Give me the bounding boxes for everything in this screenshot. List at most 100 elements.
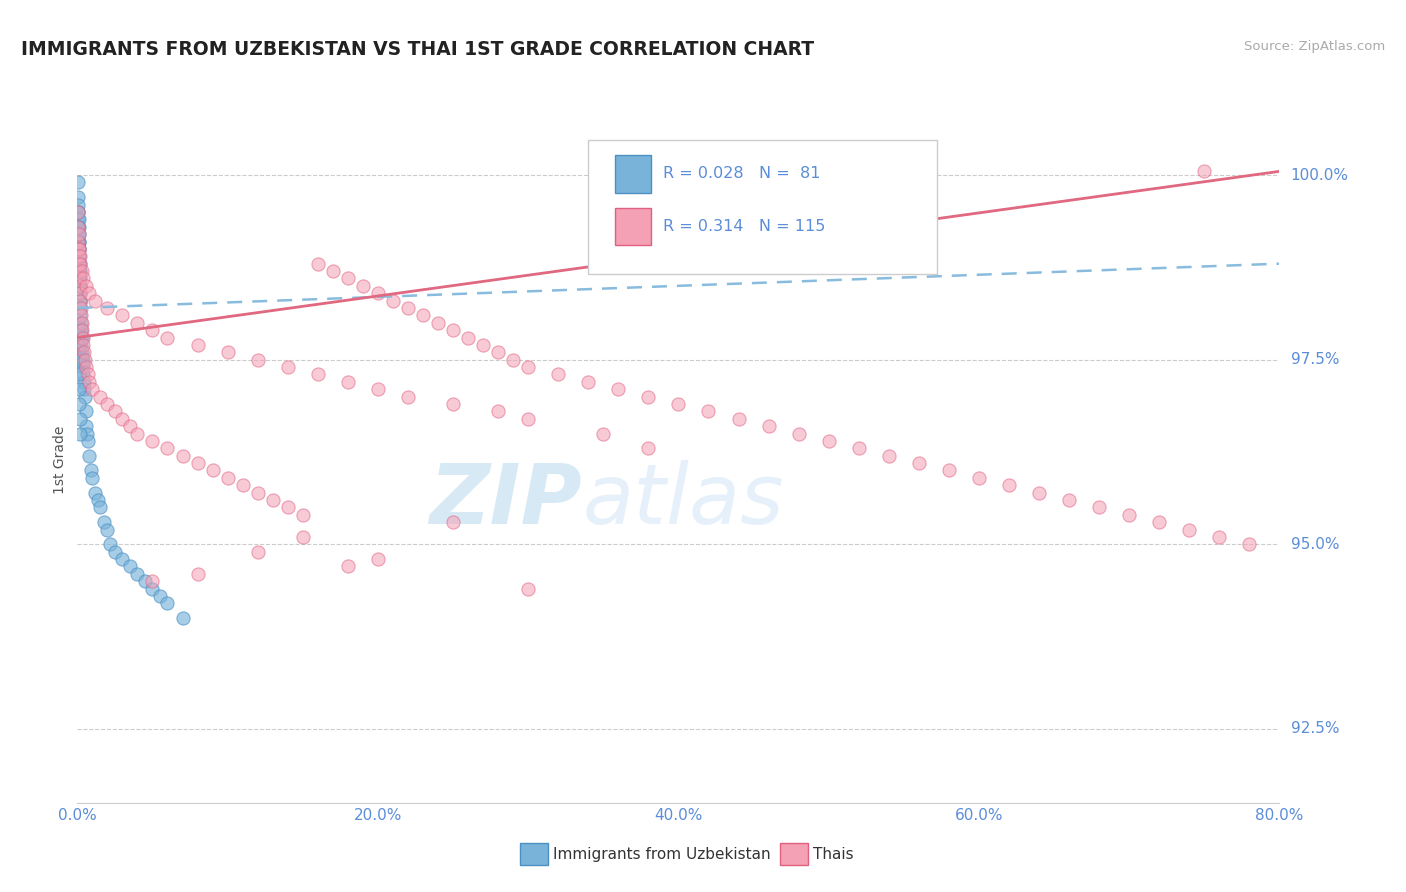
Point (67, 190, 90, 204)
Point (486, 345, 509, 359)
Point (72, 368, 94, 382)
Point (217, 345, 239, 359)
Point (246, 485, 269, 500)
Point (118, 559, 141, 574)
Point (367, 552, 389, 566)
Point (412, 309, 434, 323)
Point (727, 411, 749, 425)
Point (396, 301, 419, 315)
Point (69, 293, 91, 308)
Point (186, 338, 209, 352)
Point (67, 205, 90, 219)
Point (576, 375, 599, 389)
Point (967, 471, 990, 485)
Point (1239, 537, 1261, 551)
Point (67, 197, 90, 211)
Point (72, 375, 94, 389)
Point (186, 456, 209, 470)
Point (69, 301, 91, 315)
Point (67, 249, 90, 263)
Point (67, 352, 90, 367)
Text: ZIP: ZIP (430, 460, 582, 541)
Point (441, 323, 464, 337)
Point (998, 478, 1021, 492)
Point (67, 242, 90, 256)
Point (82, 471, 104, 485)
Point (67, 235, 90, 249)
Text: 95.0%: 95.0% (1291, 537, 1339, 552)
Point (127, 426, 149, 441)
Point (67, 205, 90, 219)
Point (427, 316, 450, 330)
Point (637, 442, 659, 456)
Point (1118, 508, 1140, 522)
Point (67, 330, 90, 344)
Point (67, 242, 90, 256)
Point (70, 330, 93, 344)
Point (938, 463, 960, 477)
Point (517, 411, 540, 425)
Point (817, 434, 839, 448)
Point (141, 434, 163, 448)
Point (75, 360, 97, 375)
Point (80, 463, 103, 477)
Point (70, 309, 93, 323)
Point (127, 566, 149, 581)
Point (69, 301, 91, 315)
FancyBboxPatch shape (588, 140, 936, 274)
Point (89, 500, 111, 515)
Point (87, 493, 110, 508)
Point (67, 271, 90, 285)
Point (111, 309, 134, 323)
Point (67, 205, 90, 219)
Point (67, 235, 90, 249)
Point (118, 419, 141, 434)
Point (172, 449, 194, 463)
Point (79, 449, 101, 463)
Point (502, 352, 524, 367)
Point (141, 582, 163, 596)
Point (307, 368, 329, 382)
Point (134, 574, 156, 589)
Point (1208, 530, 1230, 544)
Point (547, 368, 569, 382)
Point (84, 485, 107, 500)
Point (70, 352, 93, 367)
Point (70, 316, 93, 330)
Point (322, 264, 344, 278)
Point (69, 426, 91, 441)
Point (111, 411, 134, 425)
Point (908, 456, 931, 470)
Point (72, 352, 94, 367)
Point (246, 352, 269, 367)
Point (141, 323, 163, 337)
Point (69, 257, 91, 271)
Point (1194, 164, 1216, 178)
Point (79, 375, 101, 389)
Point (697, 404, 720, 418)
Point (69, 323, 91, 337)
Text: Immigrants from Uzbekistan: Immigrants from Uzbekistan (553, 847, 770, 862)
Point (1088, 500, 1111, 515)
Point (70, 330, 93, 344)
Text: Source: ZipAtlas.com: Source: ZipAtlas.com (1244, 40, 1385, 54)
Point (592, 426, 614, 441)
Point (67, 397, 90, 411)
Text: R = 0.028   N =  81: R = 0.028 N = 81 (662, 166, 820, 181)
Point (232, 478, 254, 492)
Point (186, 566, 209, 581)
Point (787, 426, 810, 441)
Point (70, 323, 93, 337)
FancyBboxPatch shape (614, 155, 651, 193)
Point (69, 249, 91, 263)
Point (75, 404, 97, 418)
Point (69, 309, 91, 323)
Point (93, 515, 115, 529)
Point (67, 368, 90, 382)
Point (67, 316, 90, 330)
Point (70, 345, 93, 359)
Point (69, 264, 91, 278)
Point (441, 397, 464, 411)
Point (69, 278, 91, 293)
Point (82, 382, 104, 396)
